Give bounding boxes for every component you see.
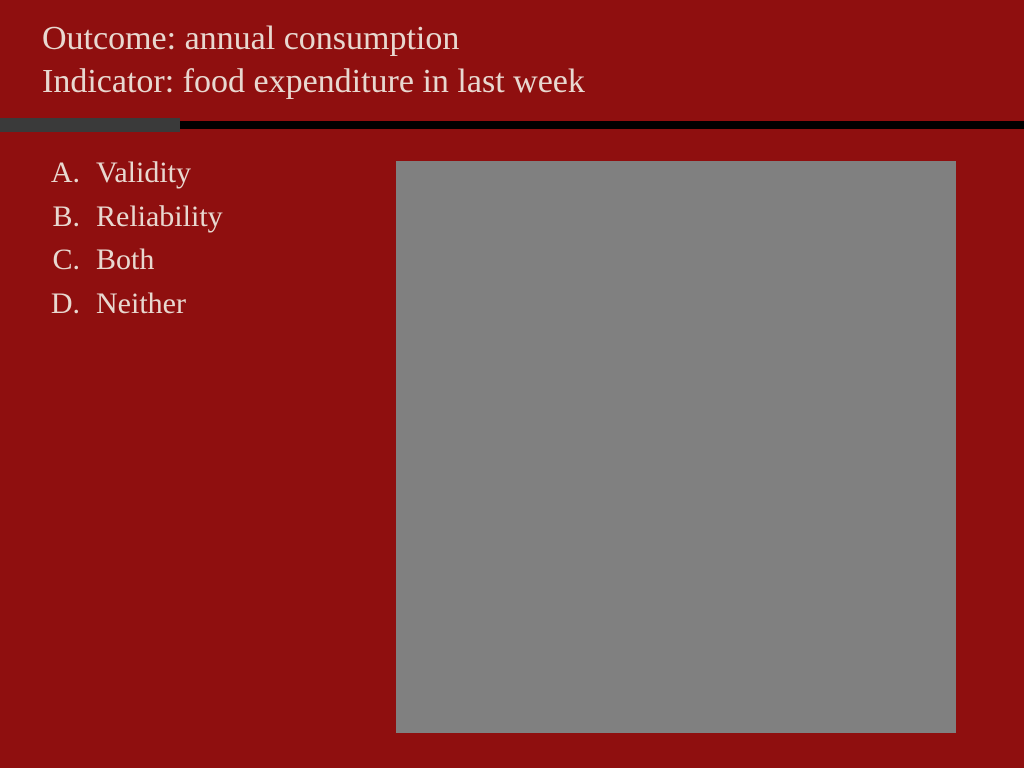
image-placeholder bbox=[396, 161, 956, 733]
option-letter: B. bbox=[42, 195, 90, 239]
option-letter: C. bbox=[42, 238, 90, 282]
option-text: Validity bbox=[90, 151, 191, 195]
divider-line bbox=[180, 121, 1024, 129]
content-area: A. Validity B. Reliability C. Both D. Ne… bbox=[0, 133, 1024, 325]
divider bbox=[0, 117, 1024, 133]
accent-bar bbox=[0, 118, 180, 132]
option-text: Reliability bbox=[90, 195, 223, 239]
option-text: Both bbox=[90, 238, 154, 282]
option-text: Neither bbox=[90, 282, 186, 326]
title-line-2: Indicator: food expenditure in last week bbox=[42, 61, 1024, 104]
title-line-1: Outcome: annual consumption bbox=[42, 18, 1024, 61]
option-letter: A. bbox=[42, 151, 90, 195]
option-letter: D. bbox=[42, 282, 90, 326]
slide-title: Outcome: annual consumption Indicator: f… bbox=[0, 0, 1024, 117]
